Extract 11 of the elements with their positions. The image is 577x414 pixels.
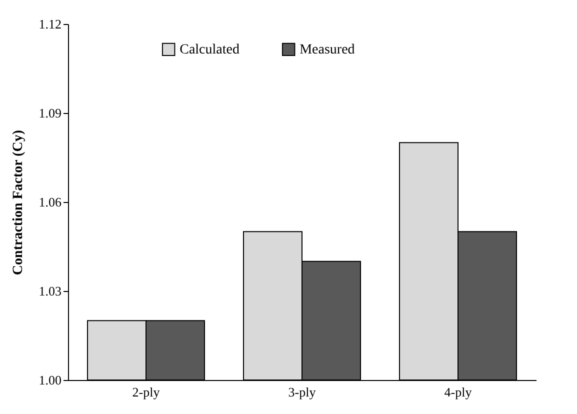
x-tick-label: 3-ply xyxy=(288,384,316,400)
y-axis-title: Contraction Factor (Cy) xyxy=(10,130,26,276)
legend-label: Measured xyxy=(300,42,355,58)
x-tick-label: 4-ply xyxy=(444,384,472,400)
y-tick-label: 1.12 xyxy=(38,16,62,32)
y-tick-label: 1.06 xyxy=(38,194,62,210)
y-tick-label: 1.03 xyxy=(38,284,62,298)
y-tick-label: 1.00 xyxy=(38,372,62,388)
y-tick-label: 1.09 xyxy=(38,106,62,120)
legend-label: Calculated xyxy=(180,42,240,58)
x-tick-label: 2-ply xyxy=(132,384,160,400)
